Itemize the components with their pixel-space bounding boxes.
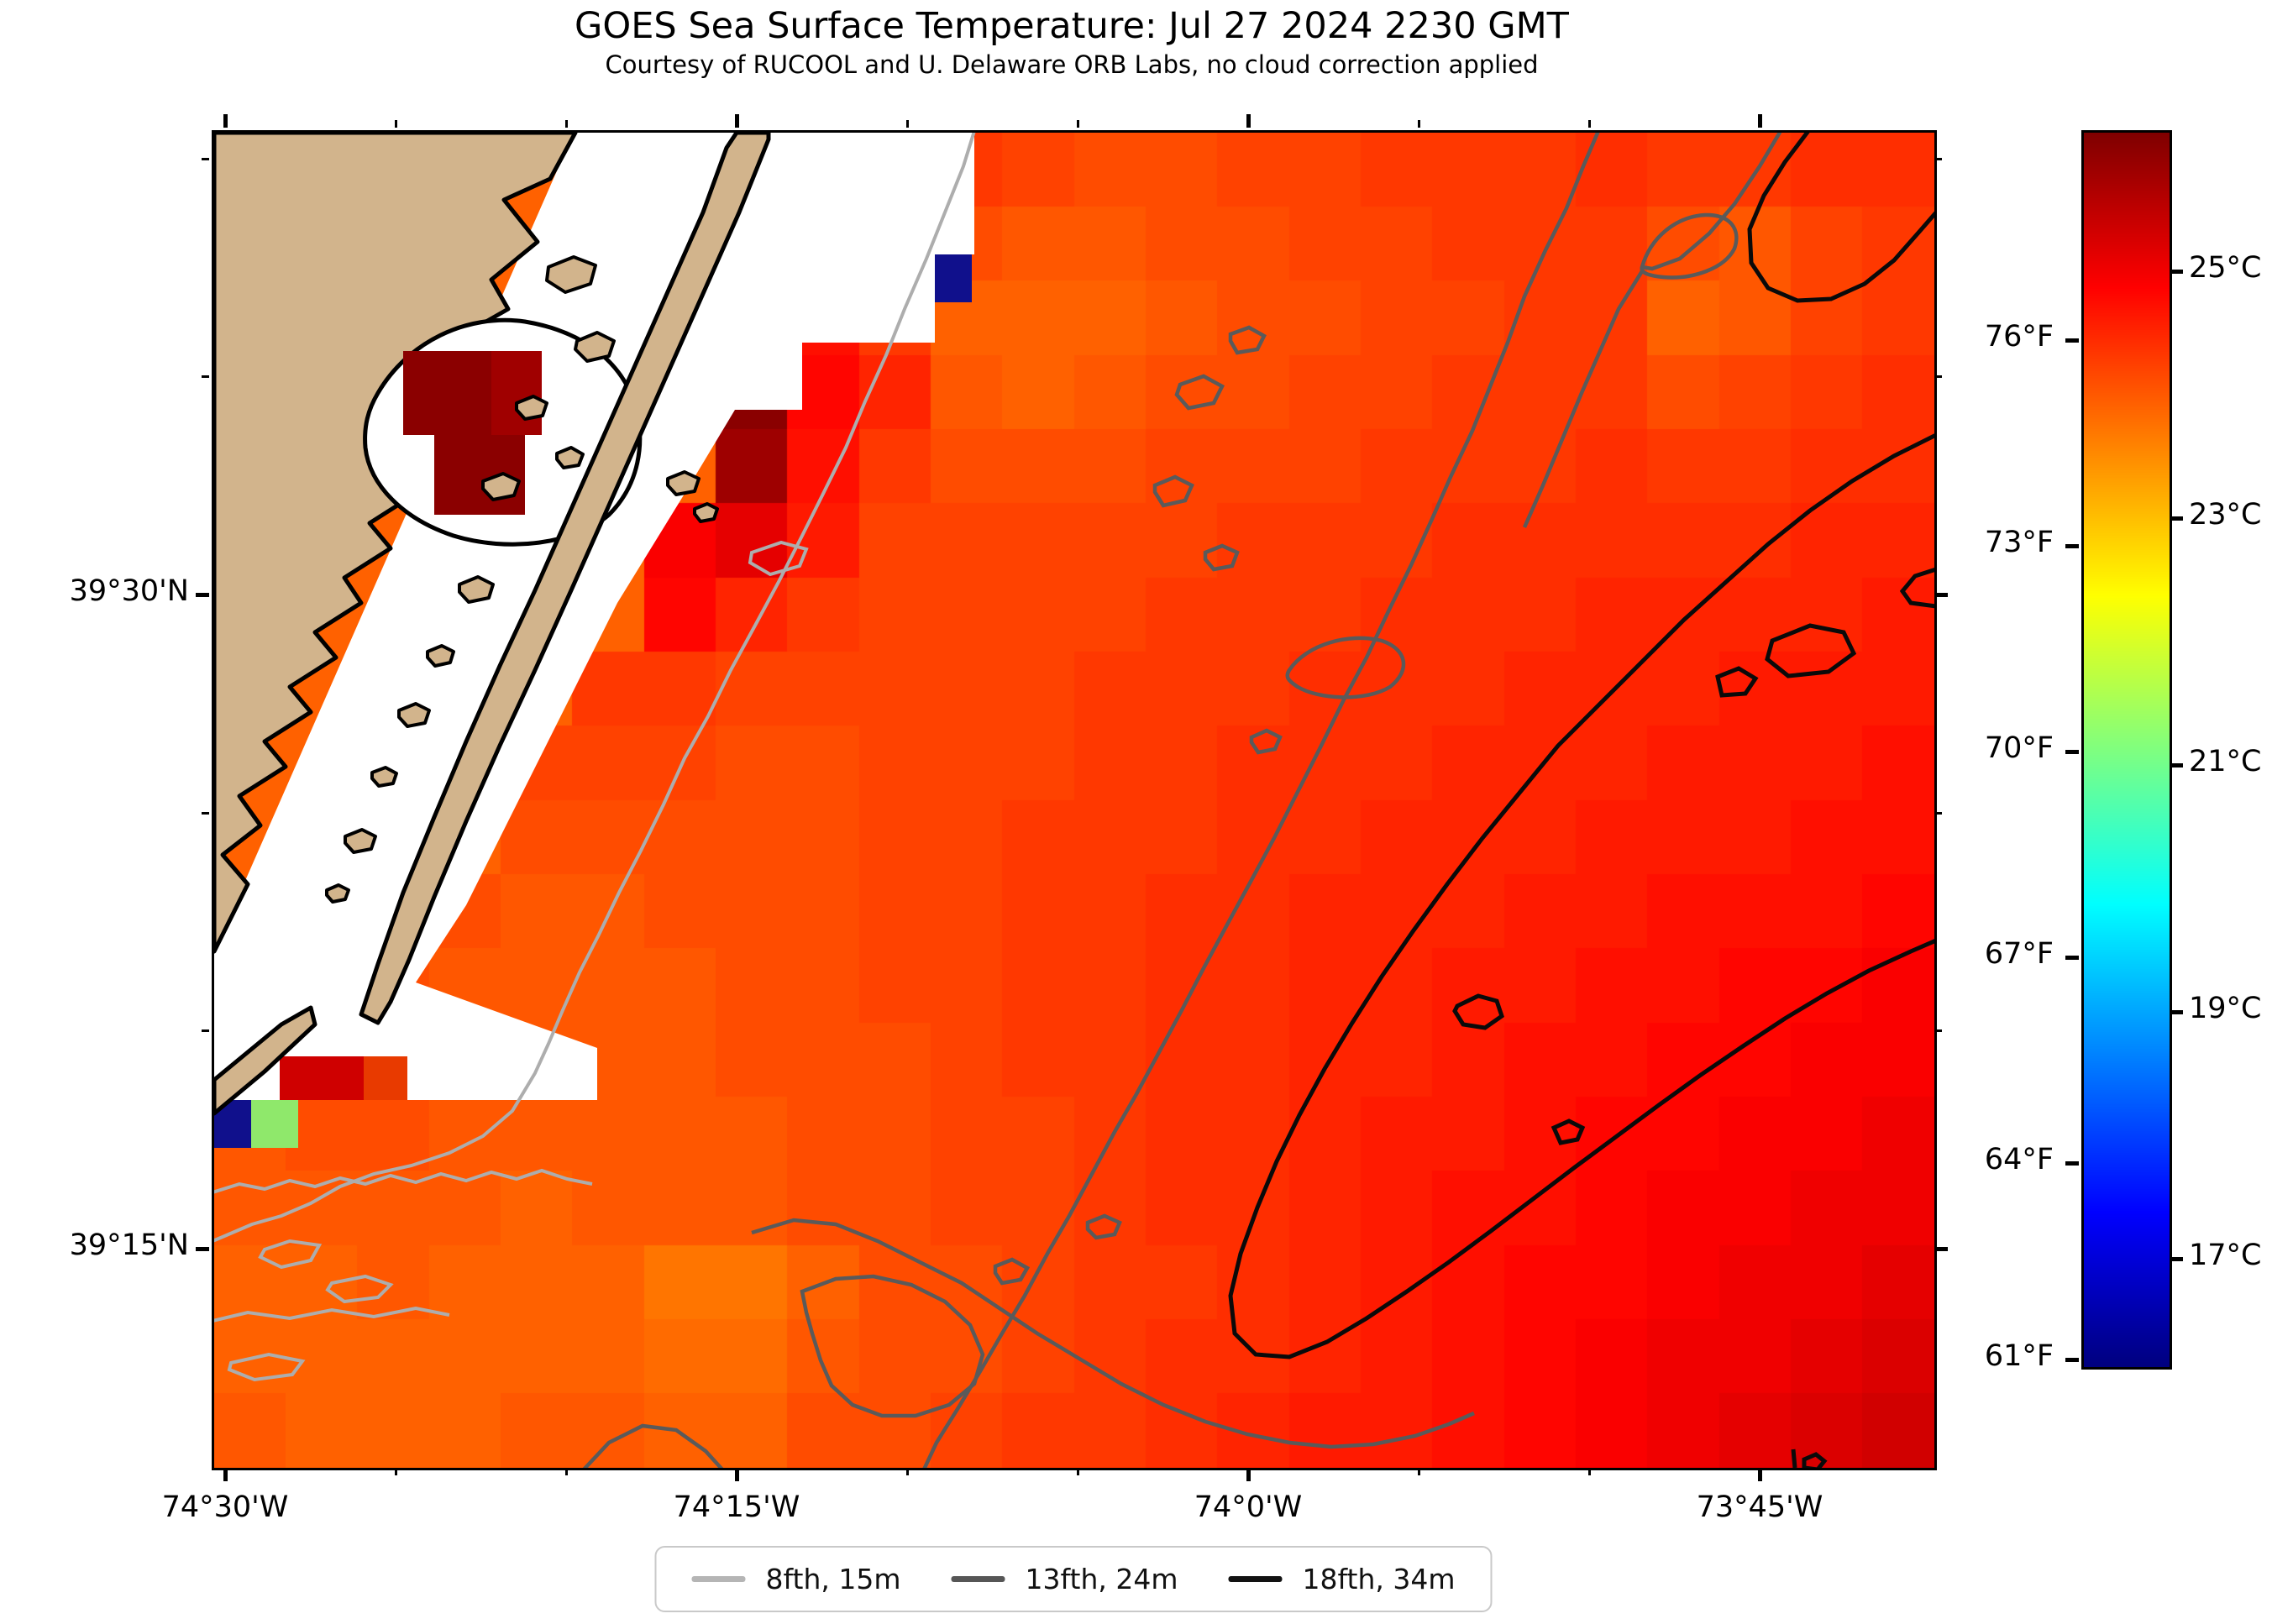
legend-line-icon — [1228, 1576, 1283, 1582]
no-data-region — [214, 133, 974, 1100]
x-tick-label: 74°30'W — [161, 1490, 289, 1524]
x-major-tick-top — [223, 114, 228, 128]
colorbar-c-tick — [2170, 516, 2183, 521]
x-minor-tick-top — [1418, 120, 1420, 128]
x-tick-label: 74°15'W — [673, 1490, 800, 1524]
colorbar-f-label: 67°F — [1984, 937, 2054, 971]
colorbar-c-tick — [2170, 763, 2183, 767]
map-axes — [212, 130, 1937, 1470]
colorbar-c-label: 17°C — [2189, 1239, 2262, 1272]
colorbar-c-tick — [2170, 270, 2183, 274]
colorbar-c-tick — [2170, 1257, 2183, 1261]
contour-18fth — [1228, 133, 1934, 1468]
y-minor-tick-right — [1934, 375, 1942, 378]
y-major-tick-right — [1934, 1247, 1948, 1251]
map-overlay — [214, 133, 1934, 1468]
crimson-pixel-west — [280, 1056, 364, 1100]
x-major-tick — [223, 1468, 228, 1481]
land-mainland — [214, 133, 578, 954]
bay-darkred-pixel — [403, 351, 491, 435]
land-barrier-island — [359, 133, 771, 1025]
colorbar-f-tick — [2065, 1358, 2079, 1362]
x-minor-tick — [1588, 1468, 1591, 1475]
legend-item: 13fth, 24m — [951, 1563, 1178, 1595]
colorbar-f-tick — [2065, 544, 2079, 548]
colorbar-gradient-canvas — [2084, 133, 2170, 1367]
y-tick-label: 39°30'N — [69, 574, 189, 608]
colorbar — [2081, 130, 2172, 1370]
legend-label: 8fth, 15m — [765, 1563, 901, 1595]
y-minor-tick-right — [1934, 1029, 1942, 1032]
x-major-tick-top — [735, 114, 739, 128]
y-minor-tick-right — [1934, 812, 1942, 815]
colorbar-c-label: 19°C — [2189, 992, 2262, 1025]
x-major-tick — [735, 1468, 739, 1481]
colorbar-f-label: 76°F — [1984, 320, 2054, 354]
x-minor-tick-top — [1588, 120, 1591, 128]
y-minor-tick-right — [1934, 158, 1942, 160]
x-minor-tick-top — [565, 120, 568, 128]
colorbar-f-label: 70°F — [1984, 731, 2054, 765]
legend-line-icon — [691, 1576, 746, 1582]
depth-contour-legend: 8fth, 15m 13fth, 24m 18fth, 34m — [654, 1546, 1493, 1612]
x-tick-label: 73°45'W — [1696, 1490, 1823, 1524]
green-pixel-west — [251, 1100, 298, 1148]
x-major-tick-top — [1758, 114, 1762, 128]
page-title: GOES Sea Surface Temperature: Jul 27 202… — [575, 5, 1569, 47]
x-minor-tick — [395, 1468, 397, 1475]
x-minor-tick-top — [906, 120, 909, 128]
x-minor-tick — [1077, 1468, 1079, 1475]
x-tick-label: 74°0'W — [1194, 1490, 1303, 1524]
y-minor-tick — [202, 812, 209, 815]
x-minor-tick-top — [395, 120, 397, 128]
legend-item: 8fth, 15m — [691, 1563, 901, 1595]
colorbar-c-label: 23°C — [2189, 498, 2262, 532]
colorbar-f-tick — [2065, 1161, 2079, 1166]
x-minor-tick — [1418, 1468, 1420, 1475]
colorbar-c-tick — [2170, 1010, 2183, 1014]
colorbar-f-label: 73°F — [1984, 526, 2054, 559]
lagoon-islets — [325, 255, 719, 904]
legend-label: 18fth, 34m — [1302, 1563, 1456, 1595]
legend-label: 13fth, 24m — [1025, 1563, 1178, 1595]
contour-13fth — [582, 133, 1782, 1468]
colorbar-c-label: 21°C — [2189, 745, 2262, 778]
bay-darkred-pixel2 — [434, 435, 525, 515]
y-tick-label: 39°15'N — [69, 1228, 189, 1262]
colorbar-f-tick — [2065, 750, 2079, 754]
navy-pixel-lagoon — [935, 254, 972, 302]
colorbar-f-label: 64°F — [1984, 1143, 2054, 1176]
x-minor-tick — [565, 1468, 568, 1475]
colorbar-f-tick — [2065, 956, 2079, 960]
legend-item: 18fth, 34m — [1228, 1563, 1456, 1595]
x-major-tick — [1246, 1468, 1251, 1481]
colorbar-c-label: 25°C — [2189, 251, 2262, 285]
y-major-tick — [196, 593, 209, 597]
colorbar-f-tick — [2065, 338, 2079, 343]
legend-line-icon — [951, 1576, 1005, 1582]
bay-darkred2-pixel — [491, 351, 542, 435]
x-minor-tick-top — [1077, 120, 1079, 128]
y-major-tick-right — [1934, 593, 1948, 597]
y-minor-tick — [202, 1029, 209, 1032]
y-minor-tick — [202, 375, 209, 378]
land-lower-spit — [214, 1005, 317, 1116]
y-minor-tick — [202, 158, 209, 160]
redorange-pixel-west — [364, 1056, 407, 1100]
x-minor-tick — [906, 1468, 909, 1475]
colorbar-f-label: 61°F — [1984, 1339, 2054, 1373]
x-major-tick-top — [1246, 114, 1251, 128]
contour-8fth — [214, 133, 976, 1382]
y-major-tick — [196, 1247, 209, 1251]
x-major-tick — [1758, 1468, 1762, 1481]
subtitle: Courtesy of RUCOOL and U. Delaware ORB L… — [605, 50, 1539, 79]
